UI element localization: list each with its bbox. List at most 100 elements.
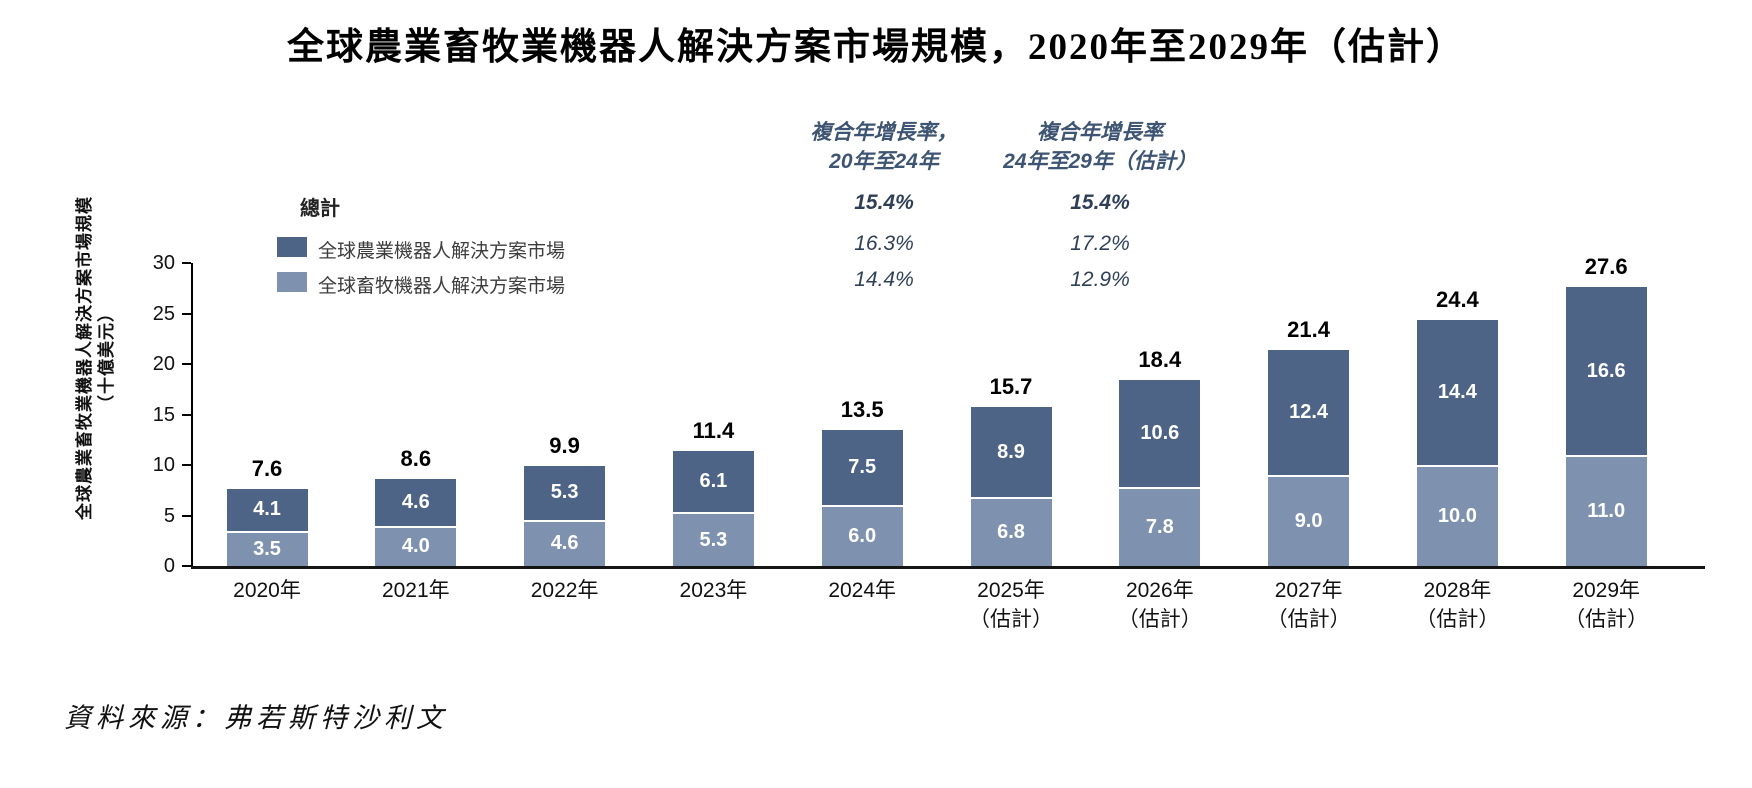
cagr-agriculture-24-29: 17.2% — [1070, 232, 1130, 255]
livestock-series-swatch-icon — [277, 272, 307, 292]
y-tick-label: 20 — [152, 353, 175, 375]
bar-segment-agriculture-value: 14.4 — [1437, 380, 1477, 403]
bar-segment-agriculture: 12.4 — [1268, 349, 1350, 476]
cagr-total-24-29: 15.4% — [1070, 191, 1130, 214]
bar-column: 27.6 16.6 11.0 — [1565, 254, 1647, 566]
bar-segment-agriculture-value: 16.6 — [1586, 359, 1626, 382]
bar-segment-livestock-value: 9.0 — [1294, 510, 1323, 533]
bar-segment-agriculture-value: 4.6 — [401, 490, 430, 513]
bar-total-label: 13.5 — [840, 396, 884, 422]
bar-segment-agriculture-value: 6.1 — [699, 470, 728, 493]
y-tick-label: 10 — [152, 454, 175, 476]
x-axis-label: 2025年 （估計） — [931, 576, 1091, 634]
legend-item-agriculture-label: 全球農業機器人解決方案市場 — [318, 241, 566, 262]
x-axis-label-estimate: （估計） — [1564, 608, 1649, 631]
x-axis-label-year: 2027年 — [1274, 579, 1343, 602]
bar-segment-livestock: 6.8 — [970, 497, 1052, 566]
bar-segment-agriculture: 10.6 — [1119, 380, 1201, 488]
x-axis-label-estimate: （估計） — [1266, 608, 1351, 631]
bar-column: 18.4 10.6 7.8 — [1119, 347, 1201, 566]
bar-segment-livestock: 11.0 — [1565, 454, 1647, 566]
x-axis-label: 2029年 （估計） — [1526, 576, 1686, 634]
x-axis-label-estimate: （估計） — [1117, 608, 1202, 631]
x-axis-line — [191, 566, 1705, 569]
x-axis-label-year: 2026年 — [1125, 579, 1194, 602]
bar-total-label: 24.4 — [1435, 286, 1479, 312]
x-axis-label: 2028年 （估計） — [1377, 576, 1537, 634]
y-tick-mark — [182, 312, 191, 315]
y-tick-mark — [182, 262, 191, 264]
y-axis-title: 全球農業畜牧業機器人解決方案市場規模 （十億美元） — [74, 128, 118, 588]
bar-segment-livestock: 4.0 — [375, 525, 457, 566]
bar-segment-livestock-value: 6.0 — [848, 525, 877, 548]
y-tick-label: 25 — [152, 302, 175, 325]
bar-segment-agriculture: 5.3 — [524, 466, 606, 520]
bar-segment-livestock: 9.0 — [1268, 475, 1350, 566]
bar-segment-agriculture-value: 12.4 — [1289, 400, 1329, 423]
bar-column: 9.9 5.3 4.6 — [524, 433, 606, 566]
x-axis-label-year: 2021年 — [381, 579, 450, 602]
bar-segment-livestock-value: 4.0 — [401, 535, 430, 558]
bar-segment-agriculture: 7.5 — [821, 429, 903, 506]
bar-segment-agriculture-value: 7.5 — [848, 456, 877, 479]
bar-column: 8.6 4.6 4.0 — [375, 446, 457, 566]
bar-segment-agriculture: 6.1 — [672, 450, 754, 513]
x-axis-label: 2022年 — [485, 576, 645, 605]
x-axis-label-year: 2020年 — [233, 579, 301, 602]
x-axis-label-year: 2028年 — [1423, 579, 1492, 602]
x-axis-label-year: 2029年 — [1572, 579, 1641, 602]
source-note: 資料來源：弗若斯特沙利文 — [64, 703, 448, 733]
bar-segment-livestock-value: 3.5 — [253, 537, 281, 560]
y-tick-mark — [182, 363, 191, 365]
cagr-header-20-24: 複合年增長率， 20年至24年 — [762, 118, 1006, 176]
x-axis-label-year: 2025年 — [977, 579, 1045, 602]
bar-segment-livestock: 10.0 — [1416, 465, 1498, 566]
x-axis-label-estimate: （估計） — [969, 608, 1053, 631]
bar-column: 7.6 4.1 3.5 — [226, 456, 308, 566]
plot-area: 0 5 10 15 20 25 30 7.6 4.1 3.5 8.6 4.6 4.0 9.9 5.3 4.6 1… — [153, 252, 1713, 577]
bar-segment-livestock: 5.3 — [672, 512, 754, 566]
cagr-header-24-29-line2: 24年至29年（估計） — [1003, 150, 1197, 173]
y-tick-mark — [182, 413, 191, 416]
bar-total-label: 18.4 — [1138, 347, 1182, 373]
y-tick-label: 15 — [152, 403, 175, 426]
bar-column: 13.5 7.5 6.0 — [821, 397, 903, 566]
x-axis-label: 2021年 — [336, 576, 496, 605]
bar-column: 24.4 14.4 10.0 — [1416, 287, 1498, 566]
bar-segment-agriculture-value: 5.3 — [550, 481, 579, 504]
y-tick-label: 0 — [163, 555, 175, 577]
bar-segment-agriculture-value: 4.1 — [253, 498, 281, 521]
x-axis-label-estimate: （估計） — [1415, 608, 1500, 631]
bar-column: 11.4 6.1 5.3 — [672, 418, 754, 566]
cagr-livestock-24-29: 12.9% — [1070, 268, 1130, 291]
y-tick-mark — [182, 565, 191, 567]
bar-segment-livestock: 4.6 — [524, 519, 606, 566]
x-axis-label-year: 2024年 — [828, 579, 897, 602]
bar-segment-livestock: 7.8 — [1119, 487, 1201, 566]
cagr-header-24-29: 複合年增長率 24年至29年（估計） — [972, 118, 1228, 176]
bar-segment-livestock-value: 10.0 — [1437, 505, 1477, 527]
cagr-header-20-24-line2: 20年至24年 — [829, 150, 939, 173]
bar-total-label: 15.7 — [989, 374, 1033, 400]
x-axis-label: 2026年 （估計） — [1080, 576, 1240, 634]
chart-title: 全球農業畜牧業機器人解決方案市場規模，2020年至2029年（估計） — [287, 27, 1465, 68]
legend-item-livestock-label: 全球畜牧機器人解決方案市場 — [318, 276, 566, 297]
bar-column: 15.7 8.9 6.8 — [970, 374, 1052, 566]
bar-segment-livestock-value: 11.0 — [1587, 499, 1626, 522]
bar-total-label: 27.6 — [1584, 254, 1628, 280]
y-axis-title-line1: 全球農業畜牧業機器人解決方案市場規模 — [75, 196, 94, 520]
bar-segment-agriculture: 4.6 — [375, 479, 457, 526]
cagr-livestock-20-24: 14.4% — [854, 268, 914, 291]
x-axis-label: 2023年 — [633, 576, 793, 605]
cagr-header-24-29-line1: 複合年增長率 — [1037, 121, 1163, 144]
bar-total-label: 11.4 — [692, 417, 735, 443]
y-tick-mark — [182, 464, 191, 466]
x-axis-label-year: 2022年 — [530, 579, 599, 602]
cagr-agriculture-20-24: 16.3% — [854, 232, 914, 255]
cagr-total-20-24: 15.4% — [854, 191, 914, 214]
y-tick-label: 30 — [152, 252, 175, 274]
bar-total-label: 7.6 — [251, 456, 283, 482]
y-tick-label: 5 — [163, 504, 175, 527]
bar-column: 21.4 12.4 9.0 — [1268, 317, 1350, 566]
